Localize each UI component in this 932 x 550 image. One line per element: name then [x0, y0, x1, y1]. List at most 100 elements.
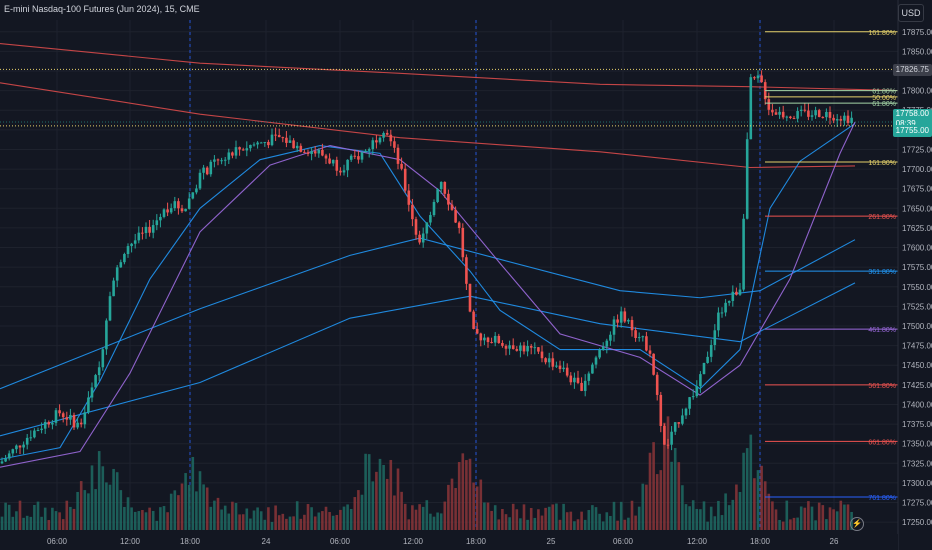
candle-body: [591, 364, 594, 374]
volume-bar: [623, 519, 627, 530]
candle-body: [216, 159, 220, 161]
volume-bar: [421, 506, 425, 530]
volume-bar: [191, 456, 195, 530]
candle-body: [439, 181, 443, 190]
candle-body: [0, 461, 4, 464]
price-tick-label: 17850.00: [902, 47, 932, 56]
volume-bar: [670, 461, 673, 530]
candle-body: [814, 110, 817, 116]
volume-bar: [598, 513, 601, 530]
fib-level-label: 761.80%: [868, 495, 896, 502]
candle-body: [504, 345, 508, 349]
volume-bar: [162, 506, 166, 530]
volume-bar: [486, 502, 490, 530]
fib-level-label: 61.80%: [872, 89, 896, 96]
candle-body: [583, 380, 587, 391]
candle-body: [108, 296, 112, 321]
candle-body: [213, 159, 216, 162]
candle-body: [425, 222, 429, 234]
volume-bar: [465, 460, 468, 530]
volume-bar: [547, 506, 551, 530]
volume-bar: [807, 501, 810, 530]
candle-body: [346, 159, 349, 171]
candle-body: [479, 333, 483, 341]
price-tick-label: 17700.00: [902, 165, 932, 174]
candle-body: [742, 218, 745, 290]
candle-body: [115, 267, 119, 281]
candle-body: [745, 139, 749, 219]
volume-bar: [299, 518, 303, 530]
candle-body: [634, 330, 637, 338]
volume-bar: [256, 507, 259, 530]
volume-bar: [835, 511, 839, 530]
price-tick-label: 17725.00: [902, 145, 932, 154]
volume-bar: [306, 504, 310, 530]
currency-button[interactable]: USD: [898, 4, 924, 22]
volume-bar: [22, 517, 25, 530]
volume-bar: [40, 516, 43, 530]
time-tick-label: 26: [830, 537, 839, 546]
candle-body: [166, 209, 169, 213]
volume-bar: [209, 506, 213, 530]
candle-body: [220, 160, 223, 162]
candle-body: [324, 155, 328, 159]
candle-body: [54, 410, 58, 423]
candle-body: [519, 345, 522, 351]
volume-bar: [371, 481, 375, 530]
candle-body: [792, 118, 796, 120]
candle-body: [83, 412, 87, 425]
candle-body: [529, 346, 533, 348]
volume-bar: [360, 494, 364, 530]
volume-bar: [97, 451, 101, 530]
lightning-icon[interactable]: ⚡: [850, 517, 864, 531]
volume-bar: [263, 519, 267, 530]
volume-bar: [544, 507, 547, 530]
candle-body: [706, 356, 709, 363]
price-tick-label: 17550.00: [902, 283, 932, 292]
volume-bar: [227, 513, 231, 530]
candle-body: [105, 320, 108, 350]
volume-bar: [691, 500, 695, 530]
session-breaks: [189, 20, 761, 530]
volume-bar: [702, 501, 706, 530]
volume-bar: [367, 454, 371, 530]
volume-bar: [277, 515, 281, 530]
candle-body: [227, 152, 231, 160]
candle-body: [245, 148, 249, 151]
volume-bar: [756, 470, 760, 530]
volume-bar: [231, 501, 234, 530]
volume-bar: [429, 513, 432, 530]
symbol-title[interactable]: E-mini Nasdaq-100 Futures (Jun 2024), 15…: [4, 4, 200, 14]
candle-body: [331, 159, 335, 164]
price-tick-label: 17575.00: [902, 263, 932, 272]
candle-body: [828, 111, 832, 118]
volume-bar: [234, 502, 238, 530]
candle-body: [396, 147, 400, 164]
candle-body: [429, 215, 432, 223]
candle-body: [277, 135, 281, 138]
candle-body: [447, 193, 450, 205]
candle-body: [587, 373, 591, 381]
candle-body: [378, 137, 382, 143]
candle-body: [4, 458, 7, 462]
volume-bar: [126, 497, 130, 530]
fib-extension: 161.80% 61.80%50.00%61.80% 161.80% 261.80% 3…: [765, 30, 898, 502]
candle-body: [533, 347, 537, 349]
candle-body: [749, 77, 753, 140]
volume-bar: [735, 484, 738, 530]
candle-body: [699, 374, 702, 387]
volume-bar: [781, 521, 785, 530]
volume-bar: [760, 465, 763, 530]
volume-bar: [33, 504, 36, 530]
candle-body: [411, 204, 414, 220]
candle-body: [281, 137, 285, 139]
volume-bar: [403, 503, 407, 530]
volume-bar: [76, 491, 79, 530]
candle-body: [562, 367, 565, 370]
volume-bar: [151, 510, 155, 530]
volume-bar: [292, 516, 295, 530]
volume-bar: [745, 448, 749, 530]
volume-bar: [375, 471, 378, 530]
